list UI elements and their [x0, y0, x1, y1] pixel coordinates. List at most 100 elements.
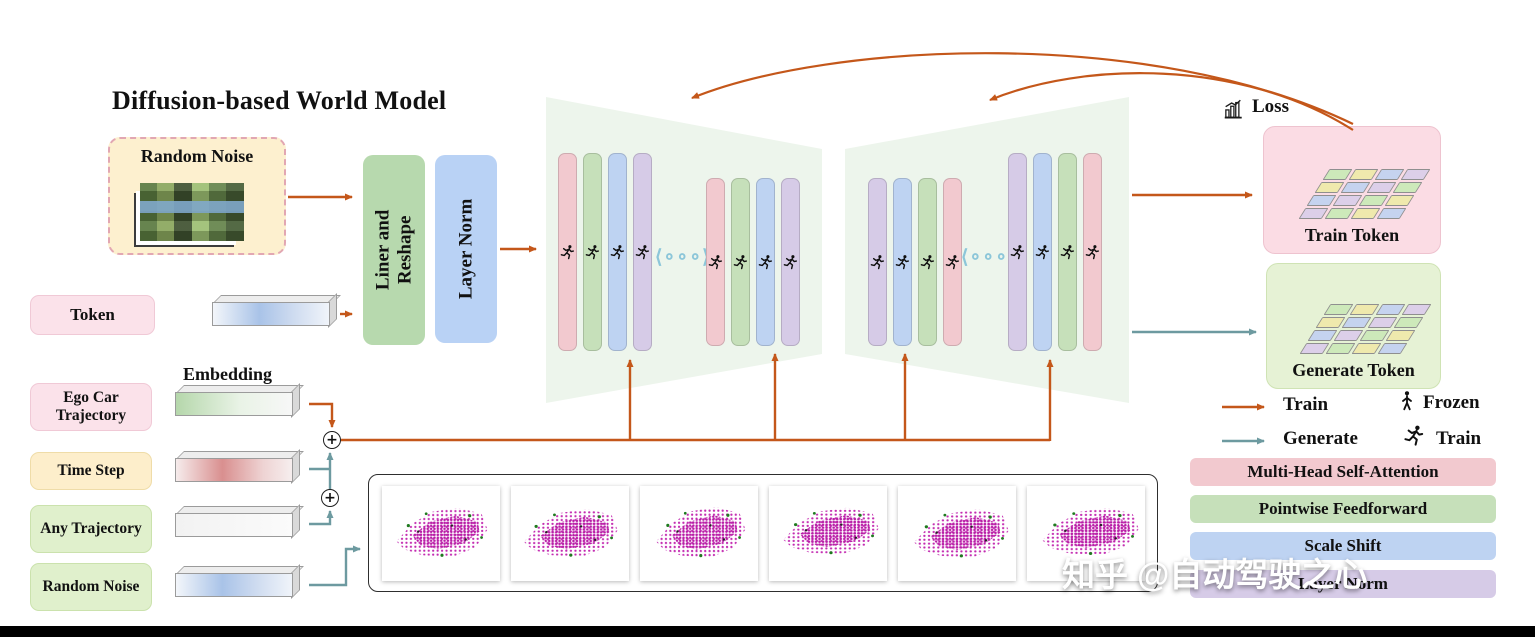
runner-icon: [757, 254, 774, 271]
legend-train-runner-label: Train: [1436, 428, 1482, 449]
loss-label: Loss: [1252, 96, 1289, 117]
token-cube: [1332, 195, 1362, 206]
token-cube: [1350, 208, 1380, 219]
feedforward-bar: [918, 178, 937, 346]
token-embedding-bar: [212, 293, 341, 328]
plus-icon: [323, 431, 341, 449]
token-cube: [1341, 317, 1372, 328]
token-cube: [1374, 169, 1404, 180]
token-cube: [1315, 317, 1346, 328]
token-cube: [1314, 182, 1344, 193]
token-cube-row: [1299, 343, 1408, 354]
runner-icon: [894, 254, 911, 271]
random-noise-label: Random Noise: [140, 146, 254, 166]
token-cube: [1401, 304, 1432, 315]
token-cube: [1348, 169, 1378, 180]
runner-icon: [1009, 244, 1026, 261]
token-cube-row: [1322, 169, 1430, 180]
arrow-ego-to-plus1: [309, 402, 336, 428]
token-cube: [1306, 195, 1336, 206]
token-cube: [1376, 208, 1406, 219]
token-cube: [1359, 330, 1390, 341]
runner-icon: [584, 244, 601, 261]
token-cube-row: [1314, 182, 1422, 193]
token-cube: [1323, 304, 1354, 315]
occupancy-frame: [382, 485, 500, 581]
occupancy-frame-strip: [368, 474, 1158, 592]
liner-line2: Reshape: [394, 215, 415, 285]
train-token-cubes: [1298, 167, 1430, 219]
runner-icon: [869, 254, 886, 271]
legend-layer-norm-bar: Layer Norm: [1190, 570, 1496, 598]
scale-shift-bar: [893, 178, 912, 346]
feedforward-bar: [583, 153, 602, 351]
liner-reshape-block: Liner and Reshape: [363, 155, 425, 345]
token-cube-row: [1298, 208, 1406, 219]
scale-shift-bar: [756, 178, 775, 346]
ellipsis-dots: ⟨∘∘∘⟩: [961, 247, 1017, 268]
train-token-box: Train Token: [1263, 126, 1441, 254]
bar-front-face: [175, 513, 293, 537]
embedding-label: Embedding: [183, 364, 273, 384]
random-noise-input-box: Random Noise: [108, 137, 286, 255]
layer-norm-block: Layer Norm: [435, 155, 497, 343]
occupancy-frame: [640, 485, 758, 581]
token-cube: [1351, 343, 1382, 354]
layernorm-bar: [633, 153, 652, 351]
watermark: 知乎 @自动驾驶之心: [1062, 556, 1368, 593]
token-label: Token: [70, 304, 115, 324]
token-cube: [1375, 304, 1406, 315]
generate-token-label: Generate Token: [1292, 360, 1415, 380]
legend-feedforward-bar: Pointwise Feedforward: [1190, 495, 1496, 523]
noise-embedding-bar: [175, 564, 304, 599]
ego-embedding-bar: [175, 383, 304, 418]
legend-scale-shift-bar: Scale Shift: [1190, 532, 1496, 560]
any-trajectory-label: Any Trajectory: [40, 519, 142, 537]
token-cube: [1324, 208, 1354, 219]
token-cube: [1393, 317, 1424, 328]
occupancy-frame: [769, 485, 887, 581]
liner-line1: Liner and: [372, 209, 394, 291]
attention-bar: [558, 153, 577, 351]
token-cube: [1400, 169, 1430, 180]
ego-trajectory-box: Ego Car Trajectory: [30, 383, 152, 431]
scale-shift-bar: [608, 153, 627, 351]
token-cube: [1307, 330, 1338, 341]
token-cube: [1367, 317, 1398, 328]
attention-bar: [1083, 153, 1102, 351]
token-cube-row: [1306, 195, 1414, 206]
runner-icon: [1059, 244, 1076, 261]
train-token-label: Train Token: [1304, 225, 1400, 245]
token-cube: [1384, 195, 1414, 206]
generate-token-cubes: [1299, 302, 1432, 354]
timestep-embedding-bar: [175, 449, 304, 484]
time-step-label: Time Step: [57, 461, 125, 479]
arrow-anytraj-to-plus2: [309, 510, 334, 526]
legend-generate-label: Generate: [1283, 428, 1358, 449]
liner-reshape-label: Liner and Reshape: [372, 210, 416, 290]
page-title: Diffusion-based World Model: [112, 86, 447, 115]
any-trajectory-box: Any Trajectory: [30, 505, 152, 553]
plus-icon: [321, 489, 339, 507]
random-noise2-box: Random Noise: [30, 563, 152, 611]
runner-icon: [559, 244, 576, 261]
loss-chart-icon: [1222, 98, 1244, 120]
runner-icon: [732, 254, 749, 271]
token-cube: [1325, 343, 1356, 354]
generate-token-box: Generate Token: [1266, 263, 1441, 389]
ellipsis-dots: ⟨∘∘∘⟩: [655, 247, 711, 268]
token-cube: [1322, 169, 1352, 180]
token-cube: [1340, 182, 1370, 193]
attention-bar: [706, 178, 725, 346]
arrow-noise-to-strip: [309, 545, 361, 587]
runner-icon: [1402, 424, 1426, 448]
noise-image: [140, 183, 244, 241]
runner-icon: [944, 254, 961, 271]
legend-frozen-label: Frozen: [1423, 392, 1480, 413]
legend-attention-bar: Multi-Head Self-Attention: [1190, 458, 1496, 486]
layernorm-bar: [781, 178, 800, 346]
token-cube: [1366, 182, 1396, 193]
runner-icon: [1034, 244, 1051, 261]
legend-train-label: Train: [1283, 394, 1329, 415]
